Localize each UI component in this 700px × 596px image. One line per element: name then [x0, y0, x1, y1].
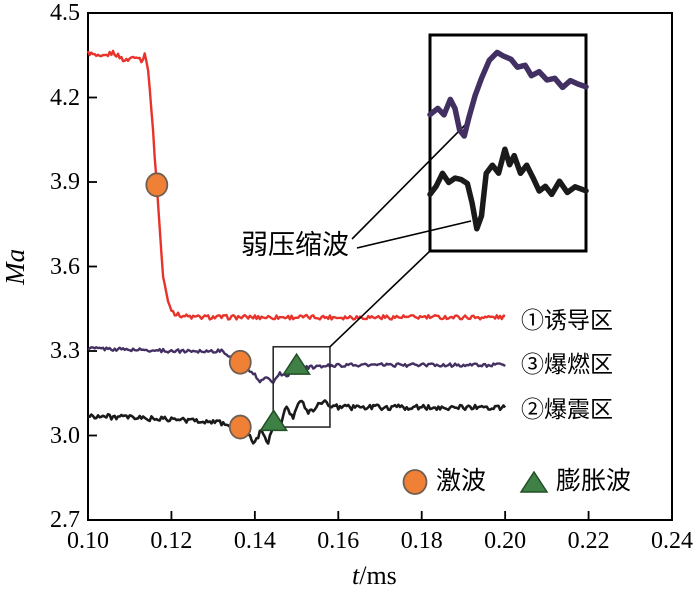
- inset-black-curve: [427, 146, 589, 232]
- x-tick-label: 0.12: [150, 528, 193, 554]
- expansion-marker-icon: [259, 409, 289, 432]
- zone-label-detonation: ②爆震区: [521, 397, 613, 422]
- shock-marker-icon: [145, 172, 169, 198]
- legend-expansion-label: 膨胀波: [556, 468, 632, 495]
- zoom-source-rect: [272, 345, 331, 428]
- x-tick-label: 0.18: [400, 528, 443, 554]
- x-tick-label: 0.10: [67, 528, 109, 554]
- expansion-marker-icon: [282, 352, 311, 375]
- legend-shock-icon: [402, 469, 428, 495]
- zone-label-induction: ①诱导区: [521, 308, 613, 333]
- y-tick-label: 4.2: [50, 84, 80, 111]
- x-tick-label: 0.22: [567, 528, 610, 554]
- shock-marker-icon: [228, 414, 252, 440]
- x-tick-label: 0.24: [651, 528, 693, 554]
- x-axis-label: t/ms: [352, 561, 397, 591]
- inset-purple-curve: [427, 49, 589, 139]
- annotation-weak-compression-wave: 弱压缩波: [241, 230, 349, 260]
- legend-shock-label: 激波: [436, 468, 487, 495]
- y-tick-label: 2.7: [50, 507, 80, 533]
- zone-label-deflagration: ③爆燃区: [521, 352, 613, 377]
- x-tick-label: 0.20: [484, 528, 527, 554]
- x-tick-label: 0.16: [317, 528, 360, 554]
- annotation-callout-line-lower: [356, 220, 472, 249]
- inset-box: [428, 33, 588, 253]
- x-axis-label-variable: t: [352, 561, 360, 590]
- y-tick-label: 3.0: [50, 422, 80, 449]
- y-tick-label: 4.5: [50, 0, 80, 26]
- y-tick-label: 3.6: [50, 253, 80, 280]
- series-3-line: [87, 399, 507, 445]
- x-axis-label-unit: /ms: [359, 561, 397, 590]
- x-tick-label: 0.14: [233, 528, 276, 554]
- inset-connector-line: [329, 250, 431, 348]
- legend-expansion-icon: [519, 470, 549, 493]
- annotation-callout-line-upper: [351, 123, 467, 240]
- y-tick-label: 3.3: [50, 338, 80, 364]
- y-tick-label: 3.9: [50, 169, 80, 195]
- shock-marker-icon: [228, 349, 252, 375]
